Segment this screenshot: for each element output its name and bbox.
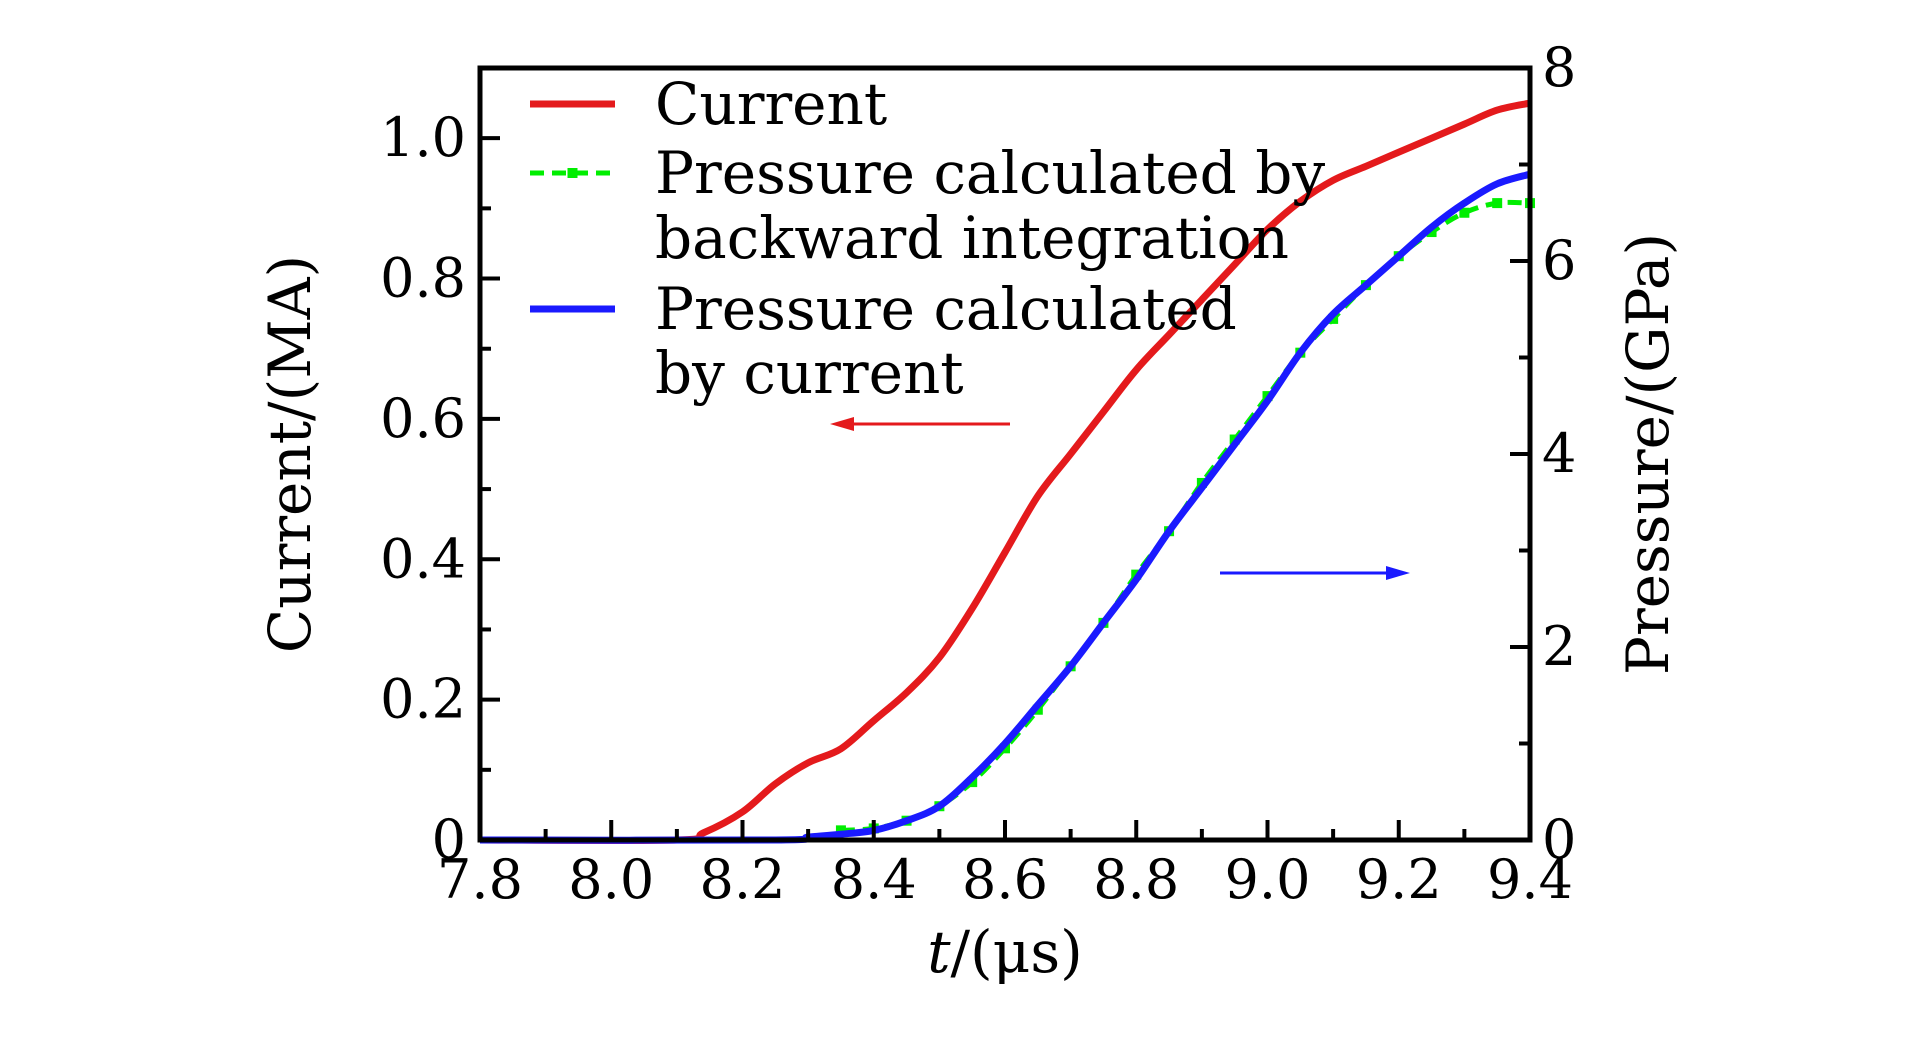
x-tick-label: 8.8 bbox=[1093, 848, 1179, 911]
x-tick-label: 8.2 bbox=[700, 848, 786, 911]
y-left-tick-label: 0.4 bbox=[380, 527, 466, 590]
ticks-layer bbox=[478, 66, 1532, 842]
x-tick-label: 9.2 bbox=[1356, 848, 1442, 911]
x-axis-title: t/(μs) bbox=[927, 918, 1083, 986]
legend-swatch-marker-1 bbox=[567, 168, 578, 178]
y-axis-left-title: Current/(MA) bbox=[256, 255, 324, 653]
y-axis-right-title: Pressure/(GPa) bbox=[1614, 233, 1682, 675]
y-right-tick-label: 0 bbox=[1542, 808, 1576, 871]
y-left-tick-label: 0.2 bbox=[380, 668, 466, 731]
series-point-1 bbox=[1426, 227, 1437, 238]
legend-label-1-0: Pressure calculated by bbox=[655, 139, 1325, 207]
x-tick-label: 8.6 bbox=[962, 848, 1048, 911]
series-point-1 bbox=[1459, 207, 1470, 218]
y-right-tick-label: 4 bbox=[1542, 422, 1576, 485]
series-point-1 bbox=[1492, 198, 1503, 209]
series-layer bbox=[479, 99, 1535, 845]
legend-label-2-1: by current bbox=[655, 339, 964, 407]
x-tick-label: 9.4 bbox=[1487, 848, 1573, 911]
right-axis-arrow-head bbox=[1386, 566, 1410, 580]
x-tick-label: 8.4 bbox=[831, 848, 917, 911]
y-right-tick-label: 8 bbox=[1542, 36, 1576, 99]
x-tick-label: 9.0 bbox=[1225, 848, 1311, 911]
x-axis-title-rest: /(μs) bbox=[951, 918, 1083, 986]
y-right-tick-label: 6 bbox=[1542, 229, 1576, 292]
x-tick-label: 7.8 bbox=[437, 848, 523, 911]
series-point-1 bbox=[835, 825, 846, 836]
y-left-tick-label: 1.0 bbox=[380, 106, 466, 169]
x-tick-label: 8.0 bbox=[568, 848, 654, 911]
series-line-0 bbox=[479, 99, 1531, 845]
y-left-tick-label: 0.8 bbox=[380, 247, 466, 310]
legend-label-0: Current bbox=[655, 70, 887, 138]
series-line-2 bbox=[479, 170, 1532, 844]
y-left-tick-label: 0.6 bbox=[380, 387, 466, 450]
legend-label-2-0: Pressure calculated bbox=[655, 275, 1237, 343]
tick-labels-layer: 7.8 8.0 8.2 8.4 8.6 8.8 9.0 9.2 9.400.20.40.60.8… bbox=[380, 36, 1576, 911]
annotations-layer bbox=[830, 417, 1410, 580]
legend-label-1-1: backward integration bbox=[655, 204, 1289, 272]
y-left-tick-label: 0 bbox=[432, 808, 466, 871]
x-axis-title-italic: t bbox=[927, 918, 951, 986]
left-axis-arrow-head bbox=[830, 417, 854, 431]
y-right-tick-label: 2 bbox=[1542, 615, 1576, 678]
